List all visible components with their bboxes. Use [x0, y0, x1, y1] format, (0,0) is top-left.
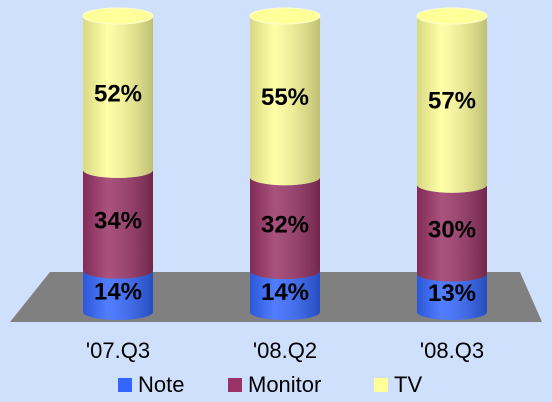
legend-label: Monitor: [248, 372, 321, 397]
value-label: 14%: [261, 279, 309, 306]
cylinder-top: [249, 7, 321, 25]
shading: [250, 16, 320, 186]
shading: [83, 270, 153, 320]
legend-swatch: [228, 378, 242, 392]
cylinder-top: [82, 7, 154, 25]
legend-swatch: [118, 378, 132, 392]
value-label: 55%: [261, 84, 309, 111]
value-label: 52%: [94, 80, 142, 107]
shading: [417, 184, 487, 282]
shading: [250, 177, 320, 279]
shading: [250, 270, 320, 320]
legend-label: Note: [138, 372, 184, 397]
shading: [83, 169, 153, 279]
value-label: 30%: [428, 216, 476, 243]
shading: [417, 16, 487, 193]
legend-swatch: [374, 378, 388, 392]
value-label: 34%: [94, 208, 142, 235]
x-tick-label: '08.Q3: [420, 338, 484, 363]
value-label: 14%: [94, 279, 142, 306]
x-tick-label: '07.Q3: [86, 338, 150, 363]
shading: [83, 16, 153, 178]
shading: [417, 273, 487, 320]
value-label: 32%: [261, 211, 309, 238]
value-label: 57%: [428, 88, 476, 115]
x-tick-label: '08.Q2: [253, 338, 317, 363]
cylinder-top: [416, 7, 488, 25]
legend-label: TV: [394, 372, 422, 397]
value-label: 13%: [428, 280, 476, 307]
